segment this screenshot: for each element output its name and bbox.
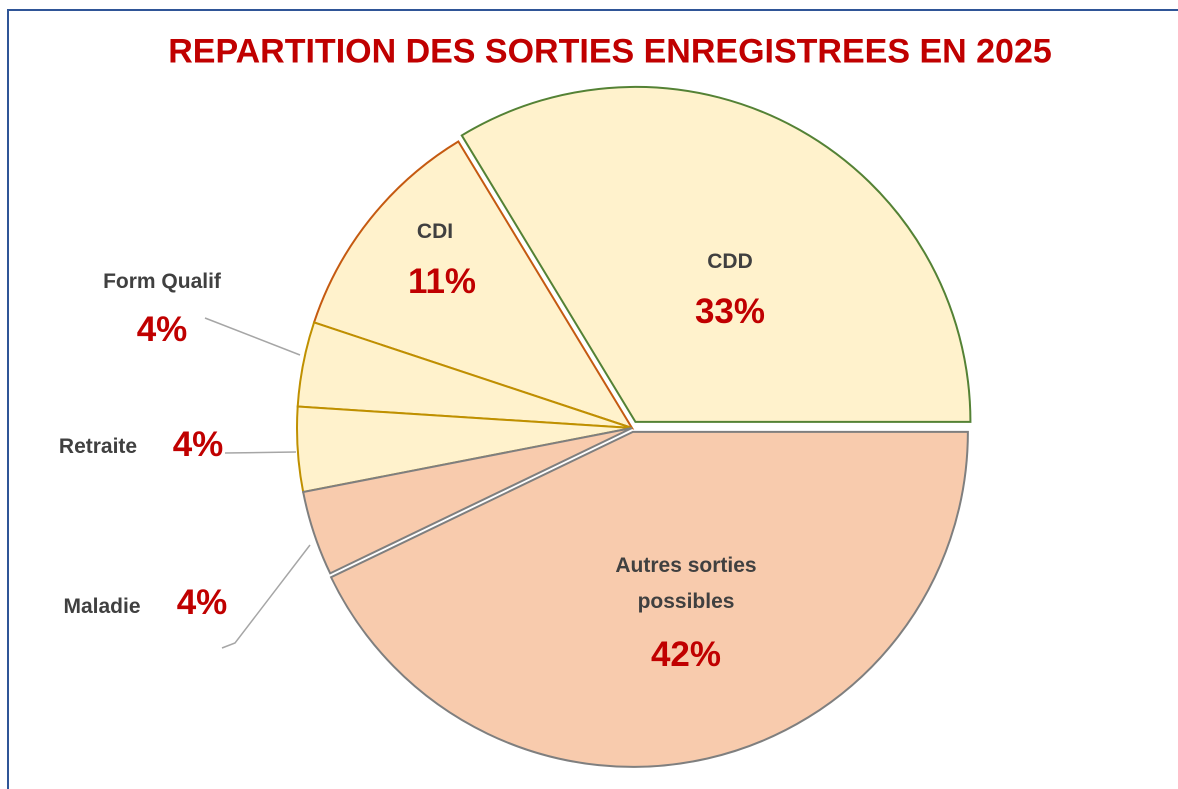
pie-slice <box>312 140 635 430</box>
value-label: 33% <box>694 292 766 331</box>
frame <box>7 9 1178 789</box>
leader-line <box>221 544 311 649</box>
chart-title: REPARTITION DES SORTIES ENREGISTREES EN … <box>168 32 1052 71</box>
category-label: Retraite <box>58 435 138 458</box>
leader-line <box>204 317 301 356</box>
value-label: 4% <box>172 425 224 464</box>
category-label: CDD <box>707 250 753 273</box>
value-label: 42% <box>650 635 722 674</box>
value-label: 11% <box>407 262 477 301</box>
value-label: 4% <box>136 310 188 349</box>
category-label: Autres sorties possibles <box>615 554 757 613</box>
pie-slice <box>460 85 972 423</box>
leader-line <box>224 451 297 454</box>
pie-slice <box>329 430 969 768</box>
category-label: Form Qualif <box>103 270 221 293</box>
pie-slice <box>302 427 633 575</box>
value-label: 4% <box>176 583 228 622</box>
category-label: CDI <box>416 220 454 243</box>
category-label: Maladie <box>63 595 141 618</box>
